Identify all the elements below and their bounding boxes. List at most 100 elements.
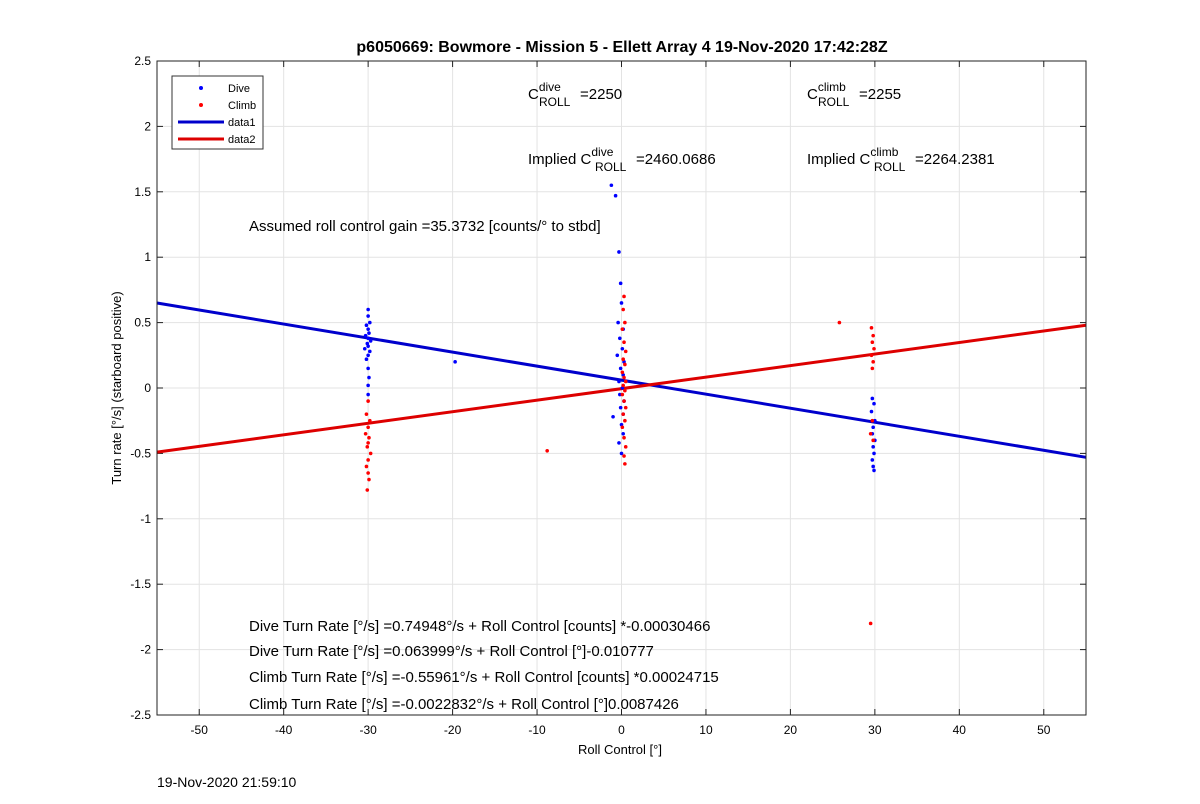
point-climb <box>623 320 627 325</box>
point-climb <box>623 349 628 354</box>
point-dive <box>872 401 876 406</box>
point-dive <box>366 307 370 312</box>
point-dive <box>870 458 875 462</box>
point-climb <box>366 471 370 475</box>
point-dive <box>618 366 623 371</box>
legend-marker-dive <box>199 86 203 90</box>
point-dive <box>618 336 622 341</box>
axis-ticks: -50 -40 -30 -20 -10 0 10 20 30 40 50-2.5-2-1.5-1-0… <box>130 54 1086 737</box>
c-climb-label: Cclimb ROLL =2255 <box>807 80 901 109</box>
point-dive <box>367 375 371 380</box>
legend-marker-climb <box>199 103 203 107</box>
point-dive <box>366 336 370 341</box>
implied-climb-label: Implied Cclimb ROLL =2264.2381 <box>807 145 995 174</box>
point-dive <box>618 392 622 397</box>
legend-box <box>171 75 264 150</box>
x-tick-label: 30 <box>868 723 882 737</box>
x-tick-label: 40 <box>953 723 967 737</box>
data-layer <box>156 183 1087 626</box>
x-tick-label: -50 <box>191 723 209 737</box>
y-tick-label: 1.5 <box>134 185 151 199</box>
point-climb <box>871 333 875 338</box>
point-climb <box>623 445 628 449</box>
point-dive <box>871 425 875 430</box>
point-dive <box>366 344 370 348</box>
point-climb <box>868 621 873 626</box>
point-climb <box>620 392 625 397</box>
point-climb <box>623 418 627 423</box>
point-climb <box>367 477 371 482</box>
point-climb <box>364 412 369 416</box>
point-climb <box>622 399 626 403</box>
point-dive <box>368 339 373 343</box>
point-climb <box>621 383 625 388</box>
point-climb <box>871 438 875 443</box>
point-climb <box>870 366 875 371</box>
point-dive <box>872 451 876 456</box>
point-dive <box>617 441 621 445</box>
point-dive <box>366 392 370 397</box>
point-dive <box>362 346 367 351</box>
chart-title: p6050669: Bowmore - Mission 5 - Ellett A… <box>356 39 887 56</box>
point-climb <box>364 464 369 469</box>
point-climb <box>871 360 875 364</box>
point-climb <box>622 435 626 440</box>
y-tick-label: 1 <box>144 250 151 264</box>
point-dive <box>618 281 623 286</box>
point-climb <box>366 425 370 430</box>
point-climb <box>622 454 626 458</box>
gain-annotation: Assumed roll control gain =35.3732 [coun… <box>249 218 601 235</box>
x-tick-label: -10 <box>528 723 546 737</box>
point-climb <box>621 357 625 362</box>
y-tick-label: 2 <box>144 119 151 133</box>
legend-label-data1: data1 <box>228 117 256 129</box>
point-climb <box>622 294 626 299</box>
point-climb <box>868 431 873 436</box>
point-dive <box>873 418 877 423</box>
x-tick-label: 10 <box>699 723 713 737</box>
y-tick-label: 0 <box>144 381 151 395</box>
point-dive <box>613 193 618 198</box>
point-dive <box>619 301 624 305</box>
generated-timestamp: 19-Nov-2020 21:59:10 <box>157 774 297 790</box>
point-dive <box>363 333 368 338</box>
point-climb <box>367 435 371 440</box>
x-tick-label: -40 <box>275 723 293 737</box>
x-tick-label: 20 <box>784 723 798 737</box>
point-dive <box>618 405 623 410</box>
point-climb <box>366 441 370 445</box>
plot-frame <box>156 60 1087 716</box>
point-climb <box>869 353 874 358</box>
y-tick-label: 0.5 <box>134 316 151 330</box>
point-climb <box>621 412 625 416</box>
point-climb <box>870 340 875 345</box>
legend: Dive Climb data1 data2 <box>171 75 264 150</box>
legend-label-climb: Climb <box>228 100 256 112</box>
point-climb <box>366 458 370 462</box>
y-tick-label: 2.5 <box>134 54 151 68</box>
x-tick-label: 50 <box>1037 723 1051 737</box>
c-dive-label: Cdive ROLL =2250 <box>528 80 622 109</box>
point-dive <box>609 183 614 188</box>
point-dive <box>364 323 369 328</box>
point-climb <box>368 451 373 456</box>
point-climb <box>620 425 625 430</box>
x-axis-label: Roll Control [°] <box>578 742 662 757</box>
dive-fit-counts: Dive Turn Rate [°/s] =0.74948°/s + Roll … <box>249 618 710 635</box>
annotations: Cdive ROLL =2250 Cclimb ROLL =2255 Implied C… <box>249 80 995 713</box>
y-tick-label: -1.5 <box>130 577 151 591</box>
point-dive <box>366 327 370 331</box>
legend-label-data2: data2 <box>228 134 256 146</box>
legend-label-dive: Dive <box>228 83 250 95</box>
point-dive <box>869 409 874 414</box>
point-dive <box>621 431 625 436</box>
point-dive <box>620 346 625 351</box>
point-dive <box>617 250 621 254</box>
point-climb <box>837 320 842 325</box>
implied-dive-label: Implied Cdive ROLL =2460.0686 <box>528 145 716 174</box>
y-axis-label: Turn rate [°/s] (starboard positive) <box>109 291 124 484</box>
climb-fit-counts: Climb Turn Rate [°/s] =-0.55961°/s + Rol… <box>249 669 719 686</box>
point-climb <box>363 431 368 436</box>
fit-line-data1 <box>156 301 1087 459</box>
